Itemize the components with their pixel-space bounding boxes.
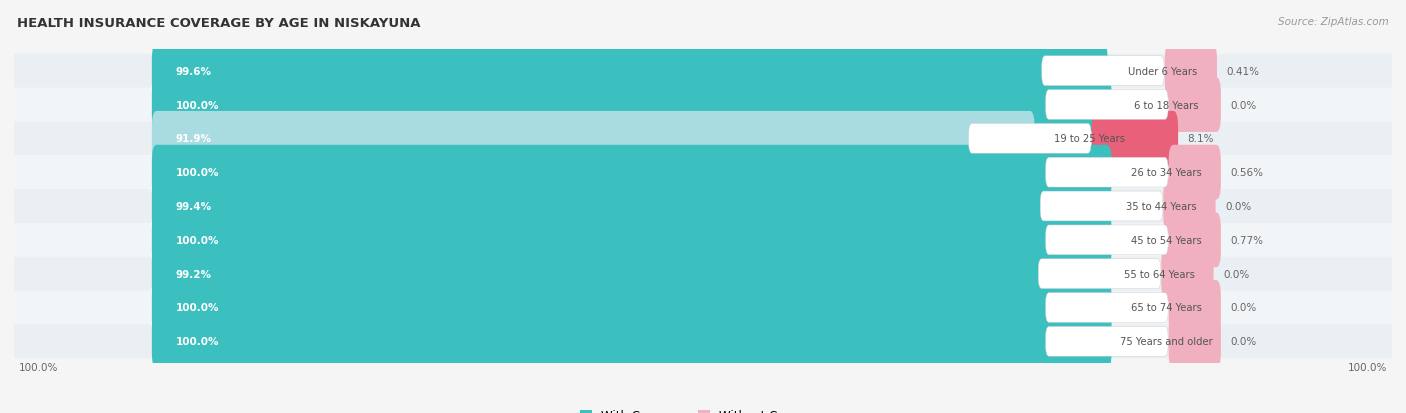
FancyBboxPatch shape: [1168, 314, 1220, 369]
Text: 55 to 64 Years: 55 to 64 Years: [1123, 269, 1195, 279]
Text: 65 to 74 Years: 65 to 74 Years: [1132, 303, 1202, 313]
Text: 100.0%: 100.0%: [1348, 363, 1388, 373]
Text: 0.0%: 0.0%: [1230, 337, 1257, 347]
Text: 100.0%: 100.0%: [18, 363, 58, 373]
FancyBboxPatch shape: [14, 257, 1392, 291]
FancyBboxPatch shape: [152, 247, 1104, 301]
Text: 91.9%: 91.9%: [176, 134, 212, 144]
Text: 99.4%: 99.4%: [176, 202, 212, 211]
FancyBboxPatch shape: [969, 124, 1091, 154]
Text: 0.0%: 0.0%: [1225, 202, 1251, 211]
FancyBboxPatch shape: [152, 213, 1112, 268]
Text: 0.77%: 0.77%: [1230, 235, 1264, 245]
FancyBboxPatch shape: [14, 122, 1392, 156]
Text: 8.1%: 8.1%: [1188, 134, 1215, 144]
Text: Source: ZipAtlas.com: Source: ZipAtlas.com: [1278, 17, 1389, 26]
Text: 100.0%: 100.0%: [176, 168, 219, 178]
Text: 0.0%: 0.0%: [1230, 100, 1257, 110]
FancyBboxPatch shape: [1168, 280, 1220, 335]
Text: 0.56%: 0.56%: [1230, 168, 1264, 178]
FancyBboxPatch shape: [14, 325, 1392, 358]
FancyBboxPatch shape: [14, 223, 1392, 257]
FancyBboxPatch shape: [152, 44, 1108, 99]
Text: 0.0%: 0.0%: [1230, 303, 1257, 313]
Text: 26 to 34 Years: 26 to 34 Years: [1132, 168, 1202, 178]
Text: 0.0%: 0.0%: [1223, 269, 1250, 279]
Text: 35 to 44 Years: 35 to 44 Years: [1126, 202, 1197, 211]
Legend: With Coverage, Without Coverage: With Coverage, Without Coverage: [575, 404, 831, 413]
Text: 100.0%: 100.0%: [176, 100, 219, 110]
FancyBboxPatch shape: [1168, 213, 1220, 268]
FancyBboxPatch shape: [152, 112, 1035, 166]
FancyBboxPatch shape: [152, 280, 1112, 335]
FancyBboxPatch shape: [14, 55, 1392, 88]
FancyBboxPatch shape: [152, 314, 1112, 369]
FancyBboxPatch shape: [14, 156, 1392, 190]
Text: 75 Years and older: 75 Years and older: [1121, 337, 1213, 347]
FancyBboxPatch shape: [152, 179, 1107, 234]
Text: HEALTH INSURANCE COVERAGE BY AGE IN NISKAYUNA: HEALTH INSURANCE COVERAGE BY AGE IN NISK…: [17, 17, 420, 29]
FancyBboxPatch shape: [14, 190, 1392, 223]
FancyBboxPatch shape: [1046, 327, 1168, 356]
FancyBboxPatch shape: [14, 291, 1392, 325]
Text: 100.0%: 100.0%: [176, 235, 219, 245]
FancyBboxPatch shape: [1168, 145, 1220, 200]
FancyBboxPatch shape: [152, 145, 1112, 200]
Text: 100.0%: 100.0%: [176, 303, 219, 313]
Text: 0.41%: 0.41%: [1226, 66, 1260, 76]
FancyBboxPatch shape: [1038, 259, 1161, 289]
Text: 99.6%: 99.6%: [176, 66, 212, 76]
FancyBboxPatch shape: [1046, 225, 1168, 255]
Text: 100.0%: 100.0%: [176, 337, 219, 347]
Text: 99.2%: 99.2%: [176, 269, 212, 279]
FancyBboxPatch shape: [152, 78, 1112, 133]
FancyBboxPatch shape: [14, 88, 1392, 122]
FancyBboxPatch shape: [1161, 247, 1213, 301]
FancyBboxPatch shape: [1040, 192, 1163, 221]
FancyBboxPatch shape: [1168, 78, 1220, 133]
FancyBboxPatch shape: [1164, 44, 1218, 99]
FancyBboxPatch shape: [1163, 179, 1216, 234]
FancyBboxPatch shape: [1046, 158, 1168, 188]
FancyBboxPatch shape: [1046, 293, 1168, 323]
Text: 6 to 18 Years: 6 to 18 Years: [1135, 100, 1199, 110]
Text: 19 to 25 Years: 19 to 25 Years: [1054, 134, 1125, 144]
FancyBboxPatch shape: [1042, 57, 1164, 86]
Text: Under 6 Years: Under 6 Years: [1128, 66, 1198, 76]
FancyBboxPatch shape: [1046, 90, 1168, 120]
FancyBboxPatch shape: [1091, 112, 1178, 166]
Text: 45 to 54 Years: 45 to 54 Years: [1132, 235, 1202, 245]
